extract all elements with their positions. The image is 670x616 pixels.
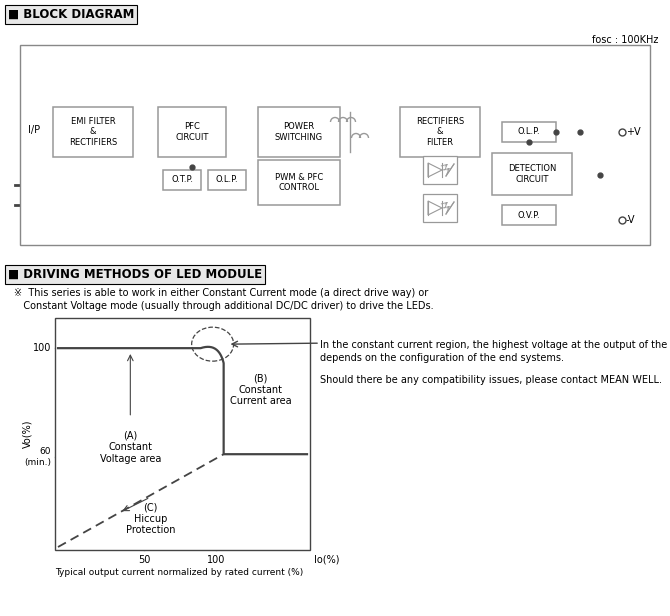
Bar <box>20 45 650 245</box>
Text: 100: 100 <box>33 343 51 353</box>
Bar <box>208 170 246 190</box>
Text: O.L.P.: O.L.P. <box>216 176 239 185</box>
Text: Constant Voltage mode (usually through additional DC/DC driver) to drive the LED: Constant Voltage mode (usually through a… <box>14 301 433 311</box>
Text: ■ DRIVING METHODS OF LED MODULE: ■ DRIVING METHODS OF LED MODULE <box>8 268 262 281</box>
Text: ■ BLOCK DIAGRAM: ■ BLOCK DIAGRAM <box>8 8 135 21</box>
Text: (A)
Constant
Voltage area: (A) Constant Voltage area <box>100 431 161 464</box>
Text: O.V.P.: O.V.P. <box>518 211 540 219</box>
Bar <box>492 153 572 195</box>
Text: POWER
SWITCHING: POWER SWITCHING <box>275 123 323 142</box>
Bar <box>423 194 457 222</box>
Bar <box>400 107 480 157</box>
Text: +V: +V <box>626 127 641 137</box>
Bar <box>258 160 340 205</box>
Text: O.L.P.: O.L.P. <box>518 128 540 137</box>
Bar <box>502 122 556 142</box>
Text: fosc : 100KHz: fosc : 100KHz <box>592 35 658 45</box>
Bar <box>502 205 556 225</box>
Text: depends on the configuration of the end systems.: depends on the configuration of the end … <box>320 353 564 363</box>
Bar <box>53 107 133 157</box>
Text: I/P: I/P <box>28 125 40 135</box>
Bar <box>258 107 340 157</box>
Text: 100: 100 <box>206 555 225 565</box>
Bar <box>55 318 310 550</box>
Text: PWM & PFC
CONTROL: PWM & PFC CONTROL <box>275 173 323 192</box>
Text: EMI FILTER
&
RECTIFIERS: EMI FILTER & RECTIFIERS <box>69 117 117 147</box>
Text: Should there be any compatibility issues, please contact MEAN WELL.: Should there be any compatibility issues… <box>320 375 662 385</box>
Text: (C)
Hiccup
Protection: (C) Hiccup Protection <box>125 502 175 535</box>
Bar <box>158 107 226 157</box>
Text: PFC
CIRCUIT: PFC CIRCUIT <box>176 123 208 142</box>
Text: Vo(%): Vo(%) <box>22 419 32 448</box>
Text: DETECTION
CIRCUIT: DETECTION CIRCUIT <box>508 164 556 184</box>
Text: -V: -V <box>626 215 636 225</box>
Text: Typical output current normalized by rated current (%): Typical output current normalized by rat… <box>55 568 304 577</box>
Text: RECTIFIERS
&
FILTER: RECTIFIERS & FILTER <box>416 117 464 147</box>
Text: In the constant current region, the highest voltage at the output of the driver: In the constant current region, the high… <box>320 340 670 350</box>
Text: Io(%): Io(%) <box>314 555 340 565</box>
Bar <box>163 170 201 190</box>
Text: ※  This series is able to work in either Constant Current mode (a direct drive w: ※ This series is able to work in either … <box>14 288 428 298</box>
Text: O.T.P.: O.T.P. <box>171 176 193 185</box>
Bar <box>423 156 457 184</box>
Text: 60
(min.): 60 (min.) <box>24 447 51 467</box>
Text: (B)
Constant
Current area: (B) Constant Current area <box>230 373 291 407</box>
Text: 50: 50 <box>138 555 151 565</box>
